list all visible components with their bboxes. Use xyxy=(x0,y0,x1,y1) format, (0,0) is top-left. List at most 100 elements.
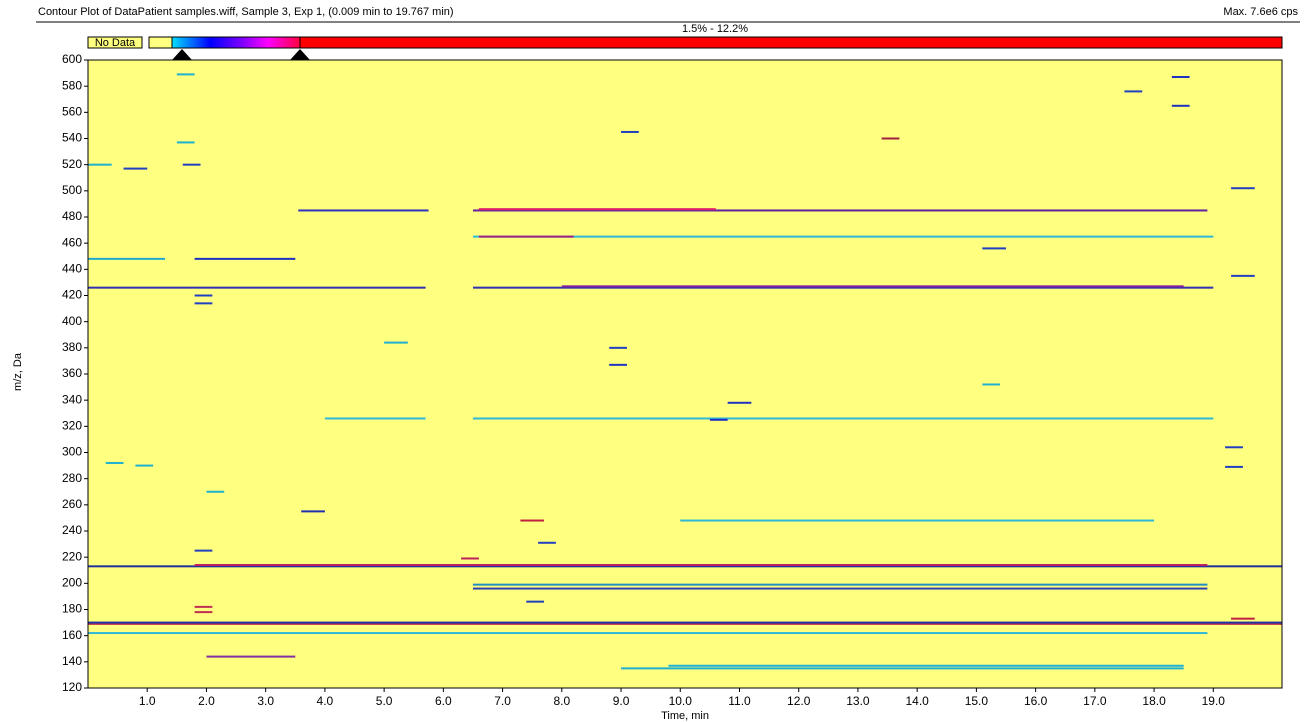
streak xyxy=(88,257,165,260)
plot-background xyxy=(88,60,1282,688)
streak xyxy=(194,611,213,614)
streak xyxy=(472,587,1208,590)
no-data-label: No Data xyxy=(95,37,136,49)
streak xyxy=(88,286,426,289)
x-tick-label: 10.0 xyxy=(669,694,693,708)
streak xyxy=(478,235,574,238)
color-bar-high xyxy=(299,36,1283,49)
streak xyxy=(478,208,716,211)
streak xyxy=(1231,187,1255,190)
streak xyxy=(123,167,148,170)
streak xyxy=(621,667,1184,670)
y-tick-label: 160 xyxy=(62,628,82,642)
streak xyxy=(176,73,195,76)
streak xyxy=(709,418,728,421)
y-tick-label: 140 xyxy=(62,654,82,668)
y-tick-label: 300 xyxy=(62,445,82,459)
streak xyxy=(982,247,1007,250)
color-bar-gradient xyxy=(171,36,301,49)
streak xyxy=(561,285,1184,288)
streak xyxy=(680,519,1155,522)
y-tick-label: 340 xyxy=(62,392,82,406)
y-tick-label: 200 xyxy=(62,576,82,590)
x-tick-label: 11.0 xyxy=(728,694,751,708)
y-tick-label: 440 xyxy=(62,262,82,276)
x-tick-label: 18.0 xyxy=(1142,694,1166,708)
x-tick-label: 16.0 xyxy=(1024,694,1048,708)
y-tick-label: 600 xyxy=(62,52,82,66)
y-tick-label: 320 xyxy=(62,419,82,433)
x-tick-label: 7.0 xyxy=(494,694,511,708)
streak xyxy=(105,461,124,464)
chart-title: Contour Plot of DataPatient samples.wiff… xyxy=(38,6,454,18)
y-tick-label: 420 xyxy=(62,288,82,302)
x-tick-label: 9.0 xyxy=(613,694,630,708)
x-tick-label: 19.0 xyxy=(1202,694,1226,708)
x-tick-label: 17.0 xyxy=(1083,694,1107,708)
streak xyxy=(88,163,112,166)
streak xyxy=(727,401,752,404)
x-tick-label: 14.0 xyxy=(905,694,929,708)
streak xyxy=(384,341,408,344)
streak xyxy=(194,564,1208,567)
streak xyxy=(526,600,545,603)
x-tick-label: 8.0 xyxy=(553,694,570,708)
streak xyxy=(1231,274,1255,277)
streak xyxy=(1231,617,1255,620)
streak xyxy=(206,490,225,493)
streak xyxy=(176,141,195,144)
y-tick-label: 120 xyxy=(62,680,82,694)
x-tick-label: 15.0 xyxy=(965,694,989,708)
y-tick-label: 460 xyxy=(62,235,82,249)
y-tick-label: 520 xyxy=(62,157,82,171)
x-tick-label: 3.0 xyxy=(257,694,274,708)
streak xyxy=(461,557,479,560)
streak xyxy=(298,209,429,212)
x-tick-label: 6.0 xyxy=(435,694,452,708)
color-bar-low xyxy=(148,36,173,49)
streak xyxy=(472,209,1208,212)
threshold-marker xyxy=(290,49,310,60)
y-tick-label: 380 xyxy=(62,340,82,354)
x-tick-label: 4.0 xyxy=(317,694,334,708)
max-label: Max. 7.6e6 cps xyxy=(1223,6,1298,18)
streak xyxy=(472,235,1214,238)
y-tick-label: 280 xyxy=(62,471,82,485)
streak xyxy=(182,163,201,166)
streak xyxy=(472,286,1214,289)
streak xyxy=(621,130,639,133)
streak xyxy=(301,510,325,513)
x-tick-label: 5.0 xyxy=(376,694,393,708)
streak xyxy=(88,565,1282,568)
streak xyxy=(1124,90,1143,93)
y-tick-label: 480 xyxy=(62,209,82,223)
x-tick-label: 12.0 xyxy=(787,694,811,708)
y-tick-label: 260 xyxy=(62,497,82,511)
x-tick-label: 2.0 xyxy=(198,694,215,708)
threshold-marker xyxy=(172,49,192,60)
y-tick-label: 180 xyxy=(62,602,82,616)
streak xyxy=(881,137,900,140)
streak xyxy=(1225,465,1243,468)
streak xyxy=(194,605,213,608)
streak xyxy=(135,464,154,467)
streak xyxy=(668,664,1184,667)
streak xyxy=(194,549,213,552)
x-axis-label: Time, min xyxy=(661,710,709,722)
y-tick-label: 220 xyxy=(62,549,82,563)
streak xyxy=(1171,76,1190,79)
streak xyxy=(472,417,1214,420)
streak xyxy=(194,294,213,297)
y-tick-label: 500 xyxy=(62,183,82,197)
streak xyxy=(88,621,1282,624)
no-data-box xyxy=(87,36,143,49)
streak xyxy=(324,417,426,420)
streak xyxy=(88,622,1282,625)
streak xyxy=(609,363,627,366)
x-tick-label: 13.0 xyxy=(846,694,870,708)
streak xyxy=(1225,446,1243,449)
streak xyxy=(194,302,213,305)
y-tick-label: 400 xyxy=(62,314,82,328)
